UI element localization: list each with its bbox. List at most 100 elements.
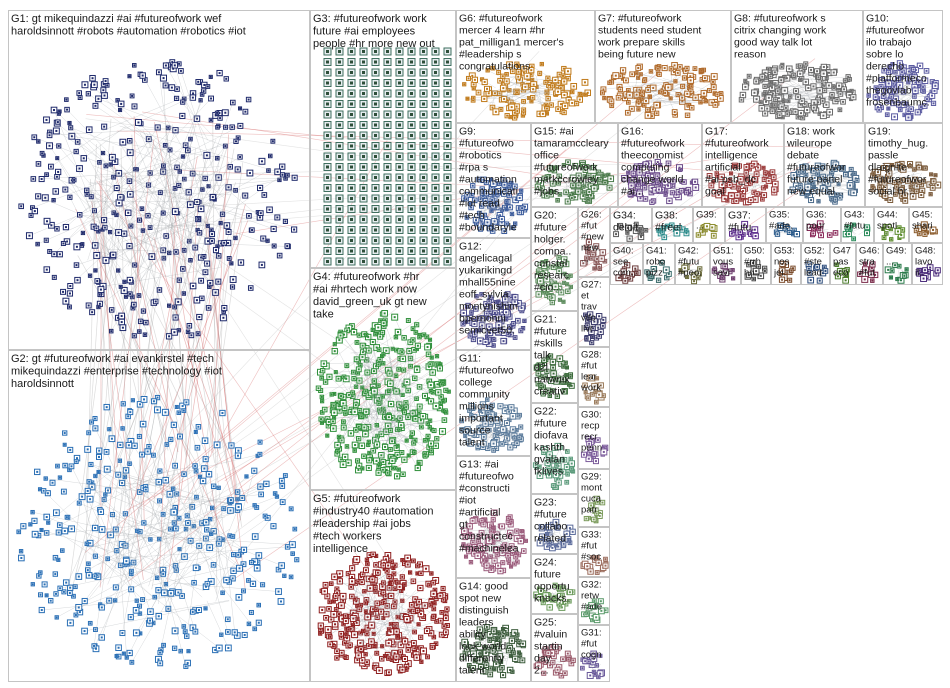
group-cell[interactable]: G2: gt #futureofwork #ai evankirstel #te… <box>8 350 310 682</box>
node-core <box>17 530 20 533</box>
node-core <box>115 549 118 552</box>
node-core <box>530 100 533 103</box>
group-cell[interactable]: G5: #futureofwork #industry40 #automation… <box>310 490 456 682</box>
group-cell[interactable]: G8: #futureofwork s citrix changing work g… <box>731 10 863 123</box>
node-core <box>414 331 417 334</box>
node-core <box>405 665 408 668</box>
node-core <box>426 655 429 658</box>
edge <box>112 156 241 236</box>
node-core <box>362 629 365 632</box>
node-core <box>326 260 329 263</box>
node-core <box>332 404 335 407</box>
node-core <box>58 253 61 256</box>
node-core <box>410 218 413 221</box>
node-core <box>567 77 570 80</box>
node-core <box>506 114 509 117</box>
node-core <box>77 575 80 578</box>
node-core <box>64 188 67 191</box>
node-core <box>374 113 377 116</box>
node-core <box>357 580 360 583</box>
node-core <box>34 533 37 536</box>
node-core <box>447 390 450 393</box>
node-core <box>106 557 109 560</box>
group-cell-border <box>8 350 310 682</box>
node-core <box>373 379 376 382</box>
node-core <box>360 444 363 447</box>
node-core <box>364 569 367 572</box>
node-core <box>434 92 437 95</box>
group-cell[interactable]: G3: #futureofwork work future #ai employe… <box>310 10 456 268</box>
node-core <box>431 371 434 374</box>
node-core <box>434 405 437 408</box>
node-core <box>374 123 377 127</box>
node-core <box>214 648 217 651</box>
node-core <box>560 103 563 106</box>
edge <box>137 86 209 255</box>
node-core <box>343 641 346 644</box>
node-core <box>56 121 59 124</box>
node-core <box>686 67 689 70</box>
node-core <box>33 210 36 213</box>
node-core <box>337 377 340 380</box>
node-core <box>45 516 48 519</box>
node-core <box>398 207 401 211</box>
node-core <box>291 543 294 546</box>
node-core <box>138 219 141 222</box>
node-core <box>759 101 762 104</box>
edge <box>117 182 237 460</box>
node-core <box>446 92 449 95</box>
node-core <box>446 176 449 179</box>
node-core <box>137 121 140 124</box>
node-core <box>443 625 446 628</box>
node-core <box>398 239 401 242</box>
node-core <box>96 279 99 282</box>
group-cell[interactable]: G1: gt mikequindazzi #ai #futureofwork w… <box>8 10 310 350</box>
node-core <box>388 582 391 585</box>
node-core <box>242 548 245 551</box>
node-core <box>45 173 48 176</box>
node-core <box>20 556 23 559</box>
node-core <box>54 556 57 559</box>
edge <box>97 539 111 577</box>
node-core <box>278 254 281 257</box>
edge <box>640 74 657 78</box>
node-core <box>208 473 211 476</box>
node-core <box>284 474 287 477</box>
edge <box>216 159 655 457</box>
node-core <box>70 527 73 530</box>
node-core <box>784 106 787 109</box>
edge <box>43 490 153 597</box>
node-core <box>202 479 205 482</box>
node-core <box>326 81 329 85</box>
node-core <box>203 467 206 470</box>
edge <box>154 122 241 521</box>
node-core <box>764 112 767 115</box>
node-core <box>372 553 375 556</box>
node-core <box>39 488 42 491</box>
node-core <box>667 86 670 89</box>
node-core <box>410 102 413 106</box>
node-core <box>189 138 192 141</box>
node-core <box>374 71 377 74</box>
edge <box>175 177 295 182</box>
node-core <box>351 580 354 583</box>
node-core <box>354 404 357 407</box>
node-core <box>32 177 35 180</box>
node-core <box>377 326 380 329</box>
edge <box>57 158 88 212</box>
node-core <box>231 126 234 129</box>
group-cell[interactable]: G7: #futureofwork students need student wo… <box>595 10 731 123</box>
node-core <box>381 395 384 398</box>
node-core <box>398 81 401 85</box>
edge <box>29 205 102 236</box>
node-core <box>416 466 419 469</box>
node-core <box>338 165 341 169</box>
node-core <box>123 563 126 566</box>
node-core <box>206 262 209 265</box>
node-core <box>124 544 127 547</box>
node-core <box>125 656 128 659</box>
node-core <box>184 528 187 531</box>
group-cell[interactable]: G6: #futureofwork mercer 4 learn #hr pat_m… <box>456 10 595 123</box>
node-core <box>130 661 133 664</box>
node-core <box>244 110 247 113</box>
